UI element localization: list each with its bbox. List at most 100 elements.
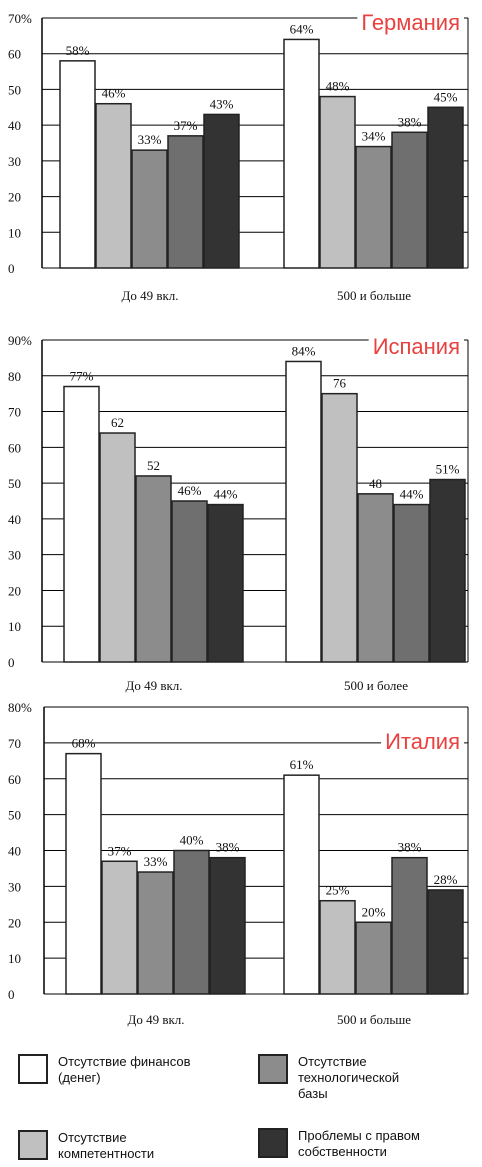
bar-no_finance: [283, 38, 320, 269]
bar-no_competence: [319, 899, 356, 995]
bar-value-label: 45%: [434, 89, 458, 104]
bar-value-label: 46%: [178, 483, 202, 498]
bar-value-label: 38%: [216, 840, 240, 855]
bar-value-label: 34%: [362, 129, 386, 144]
bar-no_competence: [321, 392, 358, 663]
bar-value-label: 62: [111, 415, 124, 430]
legend-label-no-finance: Отсутствие финансов (денег): [58, 1054, 191, 1085]
y-tick-label: 30: [8, 879, 21, 894]
bar-no_tech_base_2: [393, 503, 430, 663]
category-label: 500 и больше: [337, 1012, 411, 1027]
bar-value-label: 84%: [292, 343, 316, 358]
bar-value-label: 28%: [434, 872, 458, 887]
bar-value-label: 33%: [138, 132, 162, 147]
bar-no_finance: [63, 385, 100, 663]
bar-value-label: 46%: [102, 86, 126, 101]
y-tick-label: 70: [8, 405, 21, 420]
legend-label-property-rights: Проблемы с правом собственности: [298, 1128, 420, 1159]
y-tick-label: 60: [8, 47, 21, 62]
bar-value-label: 37%: [108, 843, 132, 858]
bar-value-label: 58%: [66, 43, 90, 58]
bar-value-label: 77%: [70, 369, 94, 384]
y-tick-label: 20: [8, 583, 21, 598]
legend: Отсутствие финансов (денег) Отсутствие т…: [0, 1040, 482, 1167]
y-tick-label: 10: [8, 619, 21, 634]
legend-item-no-competence: Отсутствие компетентности: [18, 1130, 154, 1162]
legend-swatch-property-rights: [258, 1128, 288, 1158]
bar-no_tech_base_2: [167, 135, 204, 269]
chart-spain: 0 10 20 30 40 50 60 70 80 90% 77% 62 52 46% 44% До 49 в…: [8, 333, 469, 693]
bar-property_rights: [427, 106, 464, 269]
category-label: До 49 вкл.: [125, 678, 182, 693]
y-tick-label: 40: [8, 512, 21, 527]
chart-italy: 0 10 20 30 40 50 60 70 80% 68% 37% 33% 40% 38% До 49 в…: [8, 700, 469, 1027]
chart-germany: 0 10 20 30 40 50 60 70% 58% 46% 33% 37% 43% До 49 вкл…: [8, 10, 469, 303]
bar-value-label: 38%: [398, 114, 422, 129]
y-tick-label: 40: [8, 844, 21, 859]
legend-label-no-competence: Отсутствие компетентности: [58, 1130, 155, 1161]
bar-no_finance: [59, 60, 96, 269]
chart-title-bg: [357, 10, 464, 35]
bar-value-label: 61%: [290, 757, 314, 772]
y-tick-label: 0: [8, 261, 15, 276]
y-tick-label: 0: [8, 655, 15, 670]
bar-value-label: 52: [147, 458, 160, 473]
bar-property_rights: [427, 889, 464, 995]
bar-no_competence: [99, 432, 136, 663]
category-label: До 49 вкл.: [127, 1012, 184, 1027]
bar-property_rights: [209, 856, 246, 995]
legend-item-property-rights: Проблемы с правом собственности: [258, 1128, 420, 1160]
bar-no_competence: [319, 95, 356, 269]
bar-no_tech_base_2: [391, 856, 428, 995]
y-tick-label: 10: [8, 951, 21, 966]
bar-value-label: 68%: [72, 736, 96, 751]
legend-label-no-tech-base: Отсутствие технологической базы: [298, 1054, 400, 1101]
bar-value-label: 25%: [326, 883, 350, 898]
y-tick-label: 20: [8, 190, 21, 205]
y-tick-label: 50: [8, 476, 21, 491]
bar-value-label: 48: [369, 476, 382, 491]
chart-title-bg: [368, 334, 464, 359]
bar-no_tech_base: [355, 145, 392, 269]
bar-no_tech_base_2: [171, 500, 208, 663]
bar-property_rights: [207, 503, 244, 663]
bar-property_rights: [203, 113, 240, 269]
y-tick-label: 30: [8, 154, 21, 169]
y-tick-label: 30: [8, 548, 21, 563]
bar-value-label: 37%: [174, 118, 198, 133]
chart-title: Германия: [361, 10, 460, 35]
y-tick-label: 60: [8, 772, 21, 787]
bar-no_competence: [101, 860, 138, 995]
y-tick-label: 50: [8, 808, 21, 823]
y-tick-label: 60: [8, 440, 21, 455]
y-tick-label: 20: [8, 915, 21, 930]
category-label: 500 и более: [344, 678, 408, 693]
category-label: 500 и больше: [337, 288, 411, 303]
legend-item-no-tech-base: Отсутствие технологической базы: [258, 1054, 399, 1102]
legend-swatch-no-competence: [18, 1130, 48, 1160]
bar-no_tech_base_2: [391, 131, 428, 269]
chart-title: Испания: [373, 334, 460, 359]
y-tick-label: 40: [8, 118, 21, 133]
y-tick-label: 70: [8, 736, 21, 751]
bar-value-label: 76: [333, 376, 347, 391]
legend-swatch-no-finance: [18, 1054, 48, 1084]
y-tick-label: 90%: [8, 333, 32, 348]
y-tick-label: 70%: [8, 11, 32, 26]
bar-value-label: 20%: [362, 904, 386, 919]
bar-property_rights: [429, 478, 466, 663]
bar-value-label: 33%: [144, 854, 168, 869]
bar-no_tech_base: [137, 871, 174, 995]
bar-value-label: 48%: [326, 79, 350, 94]
bar-no_finance: [283, 774, 320, 995]
category-label: До 49 вкл.: [121, 288, 178, 303]
bar-value-label: 38%: [398, 840, 422, 855]
y-tick-label: 0: [8, 987, 15, 1002]
bar-value-label: 44%: [214, 487, 238, 502]
bar-no_tech_base: [131, 149, 168, 269]
bar-no_finance: [285, 360, 322, 663]
bar-no_tech_base: [357, 493, 394, 663]
y-tick-label: 50: [8, 82, 21, 97]
bar-value-label: 40%: [180, 833, 204, 848]
bar-value-label: 51%: [436, 462, 460, 477]
